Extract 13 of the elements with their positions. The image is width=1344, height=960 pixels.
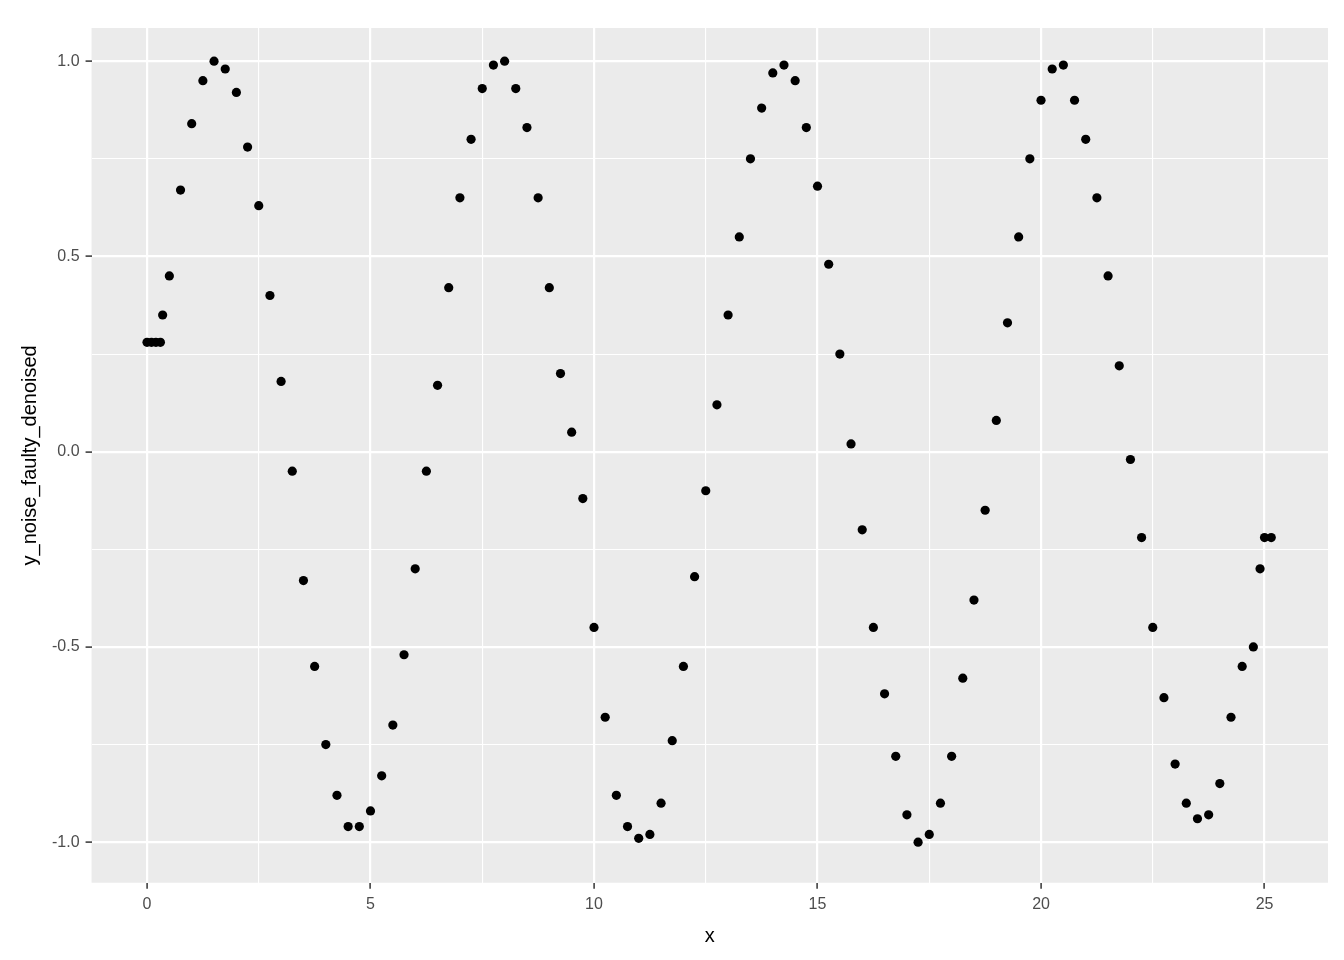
- x-tick-label: 5: [366, 894, 376, 912]
- x-tick-label: 25: [1255, 894, 1274, 912]
- y-tick-label: 0.0: [57, 442, 80, 460]
- y-axis-title: y_noise_faulty_denoised: [17, 345, 41, 566]
- y-tick-label: -0.5: [51, 637, 80, 655]
- x-tick-label: 20: [1032, 894, 1051, 912]
- y-tick-label: 0.5: [57, 246, 80, 264]
- x-axis-title: x: [704, 923, 715, 946]
- y-tick-label: 1.0: [57, 51, 80, 69]
- x-tick-label: 15: [808, 894, 827, 912]
- x-tick-label: 0: [142, 894, 152, 912]
- y-tick-label: -1.0: [51, 832, 80, 850]
- x-tick-label: 10: [585, 894, 604, 912]
